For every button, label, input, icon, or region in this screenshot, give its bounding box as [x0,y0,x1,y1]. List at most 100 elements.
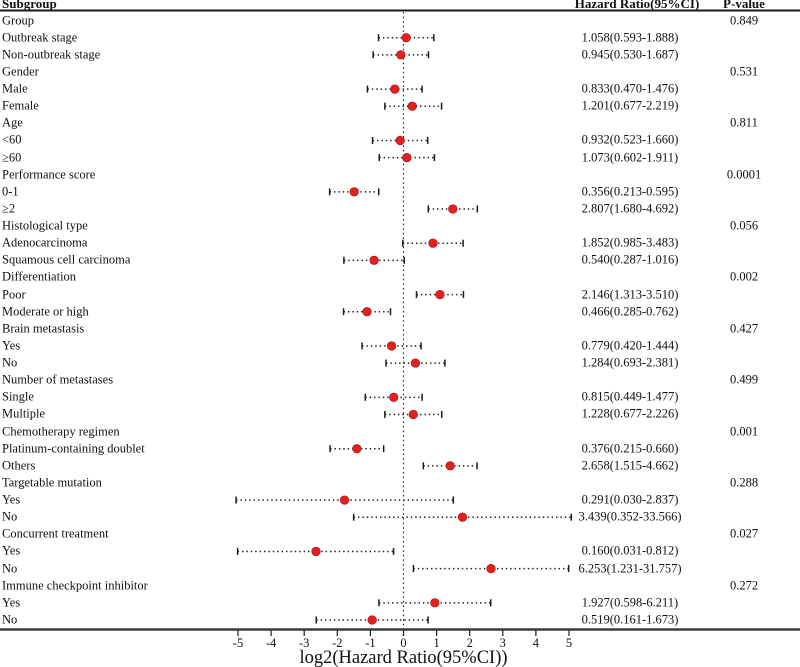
row-label: Group [2,13,34,28]
subgroup-item-row: No 0.519(0.161-1.673) [0,611,800,628]
subgroup-item-row: Yes 1.927(0.598-6.211) [0,594,800,611]
row-label: ≥60 [2,150,22,165]
row-label: Targetable mutation [2,475,102,490]
column-header-hazard-ratio: Hazard Ratio(95%CI) [574,0,700,11]
group-header-row: Concurrent treatment 0.027 [0,526,800,543]
row-label: Yes [2,543,21,558]
group-header-row: Performance score 0.0001 [0,166,800,183]
point-estimate-marker [448,204,458,214]
x-tick-label: -2 [332,636,342,650]
p-value: 0.027 [729,526,759,541]
point-estimate-marker [486,563,496,574]
p-value: 0.0001 [726,167,762,182]
p-value: 0.849 [729,13,759,28]
point-estimate-marker [430,598,440,608]
group-header-row: Age 0.811 [0,115,800,132]
row-label: Chemotherapy regimen [2,424,120,439]
row-label: Yes [2,595,21,610]
subgroup-item-row: Others 2.658(1.515-4.662) [0,457,800,474]
point-estimate-marker [367,615,377,625]
group-header-row: Brain metastasis 0.427 [0,320,800,337]
subgroup-item-row: Male 0.833(0.470-1.476) [0,81,800,98]
row-label: Performance score [2,167,96,182]
subgroup-item-row: Poor 2.146(1.313-3.510) [0,286,800,303]
subgroup-item-row: Single 0.815(0.449-1.477) [0,389,800,406]
hazard-ratio-ci-value: 0.932(0.523-1.660) [581,132,679,147]
point-estimate-marker [311,546,321,557]
row-label: No [2,509,18,524]
hazard-ratio-ci-value: 0.291(0.030-2.837) [581,492,679,507]
row-label: Gender [2,64,39,79]
row-label: Adenocarcinoma [2,235,88,250]
x-tick-label: 4 [533,636,540,650]
group-header-row: Histological type 0.056 [0,218,800,235]
row-label: Squamous cell carcinoma [2,252,131,267]
hazard-ratio-ci-value: 0.519(0.161-1.673) [581,612,679,627]
row-label: Age [2,115,23,130]
subgroup-item-row: Squamous cell carcinoma 0.540(0.287-1.016… [0,252,800,269]
point-estimate-marker [390,84,400,94]
hazard-ratio-ci-value: 0.376(0.215-0.660) [581,441,679,456]
row-label: Yes [2,338,21,353]
point-estimate-marker [352,444,362,454]
hazard-ratio-ci-value: 0.356(0.213-0.595) [581,184,679,199]
group-header-row: Gender 0.531 [0,63,800,80]
p-value: 0.531 [729,64,759,79]
point-estimate-marker [339,495,350,505]
subgroup-item-row: Adenocarcinoma 1.852(0.985-3.483) [0,235,800,252]
p-value: 0.427 [729,321,759,336]
group-header-row: Group 0.849 [0,12,800,29]
row-label: Brain metastasis [2,321,85,336]
hazard-ratio-ci-value: 1.284(0.693-2.381) [581,355,679,370]
x-tick-label: 3 [500,636,506,650]
row-label: Immune checkpoint inhibitor [2,578,148,593]
point-estimate-marker [369,255,379,265]
point-estimate-marker [401,33,411,43]
hazard-ratio-ci-value: 0.833(0.470-1.476) [581,81,679,96]
row-label: Single [2,389,34,404]
row-label: Histological type [2,218,88,233]
row-label: Moderate or high [2,304,89,319]
subgroup-item-row: Yes 0.160(0.031-0.812) [0,543,800,560]
group-header-row: Number of metastases 0.499 [0,372,800,389]
row-label: Non-outbreak stage [2,47,101,62]
hazard-ratio-ci-value: 0.466(0.285-0.762) [581,304,679,319]
row-label: Others [2,458,36,473]
p-value: 0.056 [729,218,759,233]
column-header-subgroup: Subgroup [2,0,57,11]
x-tick-label: -3 [299,636,309,650]
hazard-ratio-ci-value: 1.852(0.985-3.483) [581,235,679,250]
p-value: 0.811 [730,115,758,130]
hazard-ratio-ci-value: 1.201(0.677-2.219) [581,98,679,113]
hazard-ratio-ci-value: 1.228(0.677-2.226) [581,406,679,421]
row-label: Differentiation [2,269,77,284]
row-label: ≥2 [2,201,16,216]
point-estimate-marker [457,512,468,522]
point-estimate-marker [408,409,418,420]
point-estimate-marker [396,50,406,60]
hazard-ratio-ci-value: 6.253(1.231-31.757) [578,561,682,576]
point-estimate-marker [407,101,417,111]
hazard-ratio-ci-value: 0.815(0.449-1.477) [581,389,679,404]
subgroup-item-row: No 6.253(1.231-31.757) [0,560,800,577]
row-label: Multiple [2,406,46,421]
hazard-ratio-ci-value: 1.927(0.598-6.211) [581,595,679,610]
p-value: 0.288 [729,475,759,490]
subgroup-item-row: 0-1 0.356(0.213-0.595) [0,183,800,200]
p-value: 0.272 [729,578,759,593]
row-label: No [2,612,18,627]
x-tick-label: -5 [233,636,243,650]
subgroup-item-row: No 3.439(0.352-33.566) [0,509,800,526]
hazard-ratio-ci-value: 0.160(0.031-0.812) [581,543,679,558]
subgroup-item-row: <60 0.932(0.523-1.660) [0,132,800,149]
x-tick-label: 2 [467,636,473,650]
subgroup-item-row: Yes 0.291(0.030-2.837) [0,492,800,509]
subgroup-item-row: ≥60 1.073(0.602-1.911) [0,149,800,166]
point-estimate-marker [349,187,359,197]
p-value: 0.001 [729,424,759,439]
group-header-row: Targetable mutation 0.288 [0,474,800,491]
point-estimate-marker [445,461,455,471]
